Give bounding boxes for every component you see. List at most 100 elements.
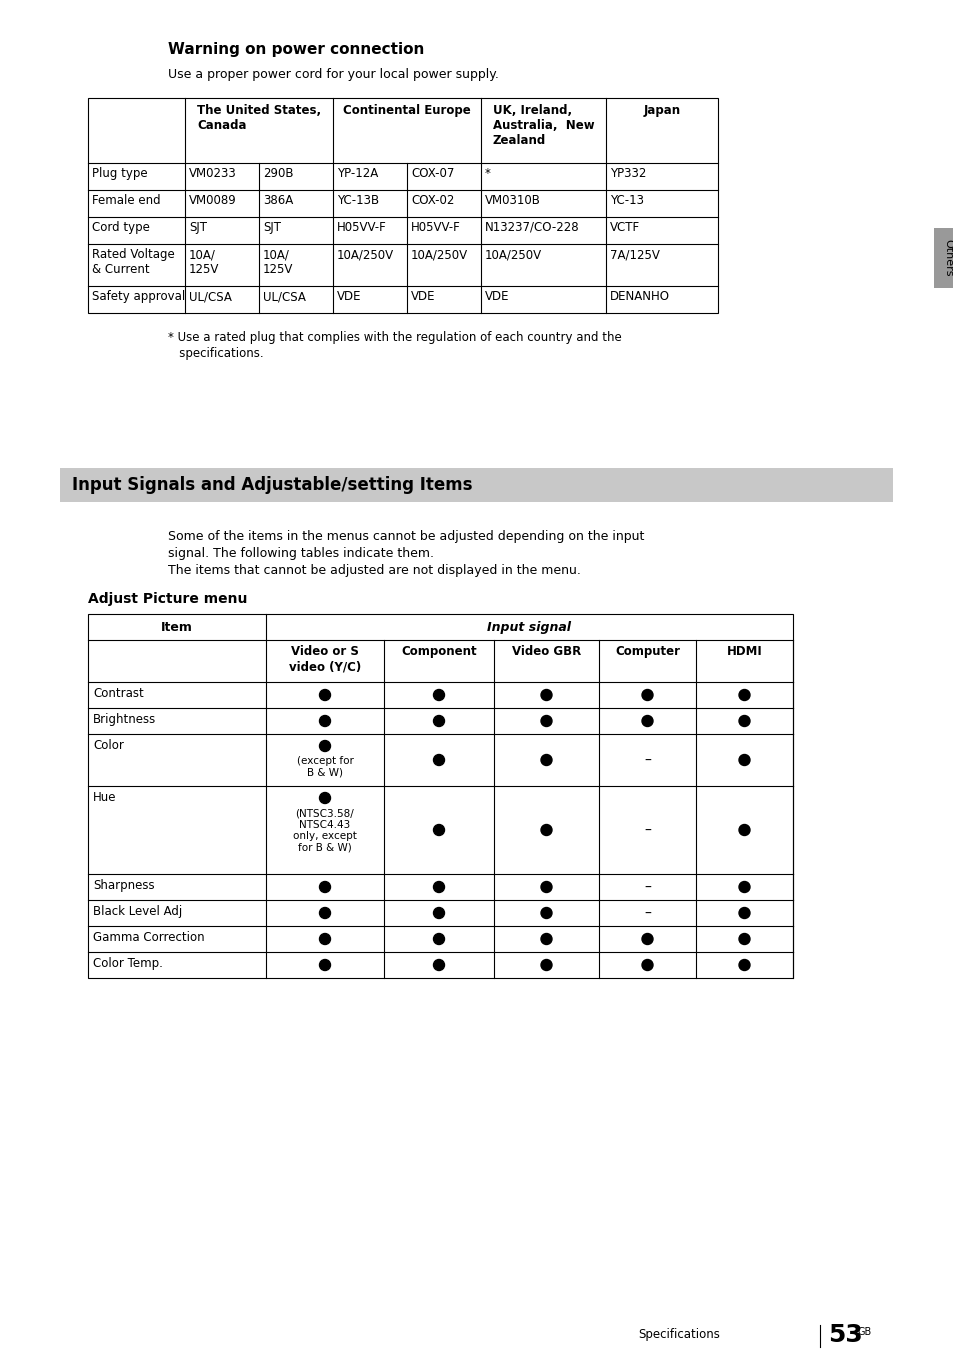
Text: 290B: 290B	[263, 168, 294, 180]
Text: Sharpness: Sharpness	[92, 879, 154, 892]
Text: Video GBR: Video GBR	[512, 645, 580, 658]
Text: Plug type: Plug type	[91, 168, 148, 180]
Text: Hue: Hue	[92, 791, 116, 804]
Circle shape	[319, 907, 330, 918]
Circle shape	[641, 933, 652, 945]
Circle shape	[739, 690, 749, 700]
Circle shape	[433, 933, 444, 945]
Text: Safety approval: Safety approval	[91, 289, 185, 303]
Circle shape	[540, 690, 552, 700]
Text: VM0310B: VM0310B	[484, 193, 540, 207]
Text: Contrast: Contrast	[92, 687, 144, 700]
Text: UL/CSA: UL/CSA	[263, 289, 306, 303]
Circle shape	[319, 933, 330, 945]
Text: HDMI: HDMI	[726, 645, 761, 658]
Text: SJT: SJT	[189, 220, 207, 234]
Text: Use a proper power cord for your local power supply.: Use a proper power cord for your local p…	[168, 68, 498, 81]
Circle shape	[433, 690, 444, 700]
Text: The items that cannot be adjusted are not displayed in the menu.: The items that cannot be adjusted are no…	[168, 564, 580, 577]
Text: signal. The following tables indicate them.: signal. The following tables indicate th…	[168, 548, 434, 560]
Circle shape	[540, 825, 552, 836]
Text: VDE: VDE	[411, 289, 435, 303]
Text: YC-13B: YC-13B	[336, 193, 378, 207]
Text: Video or S
video (Y/C): Video or S video (Y/C)	[289, 645, 361, 673]
Text: Color: Color	[92, 740, 124, 752]
Circle shape	[433, 754, 444, 765]
Circle shape	[433, 907, 444, 918]
Text: VM0089: VM0089	[189, 193, 236, 207]
Text: GB: GB	[857, 1328, 871, 1337]
Text: VCTF: VCTF	[609, 220, 639, 234]
Text: (except for
B & W): (except for B & W)	[296, 756, 353, 777]
Text: H05VV-F: H05VV-F	[336, 220, 386, 234]
Circle shape	[739, 754, 749, 765]
Circle shape	[739, 907, 749, 918]
Text: Japan: Japan	[642, 104, 679, 118]
Text: H05VV-F: H05VV-F	[411, 220, 460, 234]
Text: specifications.: specifications.	[168, 347, 263, 360]
Text: N13237/CO-228: N13237/CO-228	[484, 220, 579, 234]
Text: 10A/250V: 10A/250V	[484, 247, 541, 261]
Circle shape	[540, 754, 552, 765]
Text: Female end: Female end	[91, 193, 160, 207]
Text: Input signal: Input signal	[487, 621, 571, 634]
Circle shape	[540, 960, 552, 971]
Text: COX-02: COX-02	[411, 193, 454, 207]
Text: Computer: Computer	[615, 645, 679, 658]
Text: COX-07: COX-07	[411, 168, 454, 180]
Text: Brightness: Brightness	[92, 713, 156, 726]
Circle shape	[540, 882, 552, 892]
Text: (NTSC3.58/
NTSC4.43
only, except
for B & W): (NTSC3.58/ NTSC4.43 only, except for B &…	[293, 808, 356, 853]
Text: UL/CSA: UL/CSA	[189, 289, 232, 303]
Bar	[88, 614, 792, 977]
Text: –: –	[643, 754, 650, 768]
Bar	[60, 468, 892, 502]
Text: *: *	[484, 168, 491, 180]
Text: 10A/
125V: 10A/ 125V	[189, 247, 219, 276]
Circle shape	[319, 882, 330, 892]
Text: Rated Voltage
& Current: Rated Voltage & Current	[91, 247, 174, 276]
Text: VDE: VDE	[336, 289, 361, 303]
Text: Black Level Adj: Black Level Adj	[92, 904, 182, 918]
Circle shape	[319, 741, 330, 752]
Circle shape	[739, 715, 749, 726]
Circle shape	[540, 907, 552, 918]
Text: Cord type: Cord type	[91, 220, 150, 234]
Text: The United States,
Canada: The United States, Canada	[196, 104, 321, 132]
Text: SJT: SJT	[263, 220, 281, 234]
Text: 10A/
125V: 10A/ 125V	[263, 247, 294, 276]
Text: 7A/125V: 7A/125V	[609, 247, 659, 261]
Circle shape	[319, 690, 330, 700]
Text: VDE: VDE	[484, 289, 509, 303]
Text: Color Temp.: Color Temp.	[92, 957, 163, 969]
Text: Specifications: Specifications	[638, 1328, 720, 1341]
Text: –: –	[643, 882, 650, 895]
Circle shape	[319, 792, 330, 803]
Text: Adjust Picture menu: Adjust Picture menu	[88, 592, 247, 606]
Circle shape	[540, 933, 552, 945]
Text: UK, Ireland,
Australia,  New
Zealand: UK, Ireland, Australia, New Zealand	[492, 104, 594, 147]
Circle shape	[319, 960, 330, 971]
Text: 10A/250V: 10A/250V	[411, 247, 468, 261]
Bar	[933, 228, 953, 288]
Text: –: –	[643, 823, 650, 838]
Text: –: –	[643, 907, 650, 921]
Text: * Use a rated plug that complies with the regulation of each country and the: * Use a rated plug that complies with th…	[168, 331, 621, 343]
Circle shape	[540, 715, 552, 726]
Circle shape	[739, 825, 749, 836]
Text: DENANHO: DENANHO	[609, 289, 669, 303]
Text: VM0233: VM0233	[189, 168, 236, 180]
Text: 386A: 386A	[263, 193, 293, 207]
Text: Continental Europe: Continental Europe	[343, 104, 471, 118]
Circle shape	[739, 933, 749, 945]
Text: Gamma Correction: Gamma Correction	[92, 932, 204, 944]
Text: 53: 53	[827, 1324, 862, 1347]
Text: Component: Component	[401, 645, 476, 658]
Circle shape	[739, 882, 749, 892]
Text: Item: Item	[161, 621, 193, 634]
Circle shape	[641, 960, 652, 971]
Circle shape	[433, 715, 444, 726]
Bar	[88, 97, 718, 314]
Circle shape	[319, 715, 330, 726]
Text: Warning on power connection: Warning on power connection	[168, 42, 424, 57]
